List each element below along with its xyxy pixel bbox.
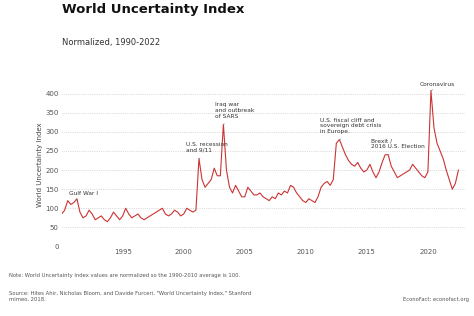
Y-axis label: World Uncertainty Index: World Uncertainty Index xyxy=(36,122,43,207)
Text: Coronavirus: Coronavirus xyxy=(419,82,455,91)
Text: U.S. fiscal cliff and
sovereign debt crisis
in Europe.: U.S. fiscal cliff and sovereign debt cri… xyxy=(320,118,382,140)
Text: Normalized, 1990-2022: Normalized, 1990-2022 xyxy=(62,38,160,47)
Text: Gulf War I: Gulf War I xyxy=(69,191,98,201)
Text: Source: Hites Ahir, Nicholas Bloom, and Davide Furceri, "World Uncertainty Index: Source: Hites Ahir, Nicholas Bloom, and … xyxy=(9,291,252,301)
Text: Iraq war
and outbreak
of SARS: Iraq war and outbreak of SARS xyxy=(216,102,255,125)
Text: EconoFact: econofact.org: EconoFact: econofact.org xyxy=(403,297,469,302)
Text: Brexit /
2016 U.S. Election: Brexit / 2016 U.S. Election xyxy=(371,139,424,155)
Text: Note: World Uncertainty Index values are normalized so the 1990-2010 average is : Note: World Uncertainty Index values are… xyxy=(9,273,241,278)
Text: World Uncertainty Index: World Uncertainty Index xyxy=(62,3,244,16)
Text: U.S. recession
and 9/11: U.S. recession and 9/11 xyxy=(186,142,228,159)
